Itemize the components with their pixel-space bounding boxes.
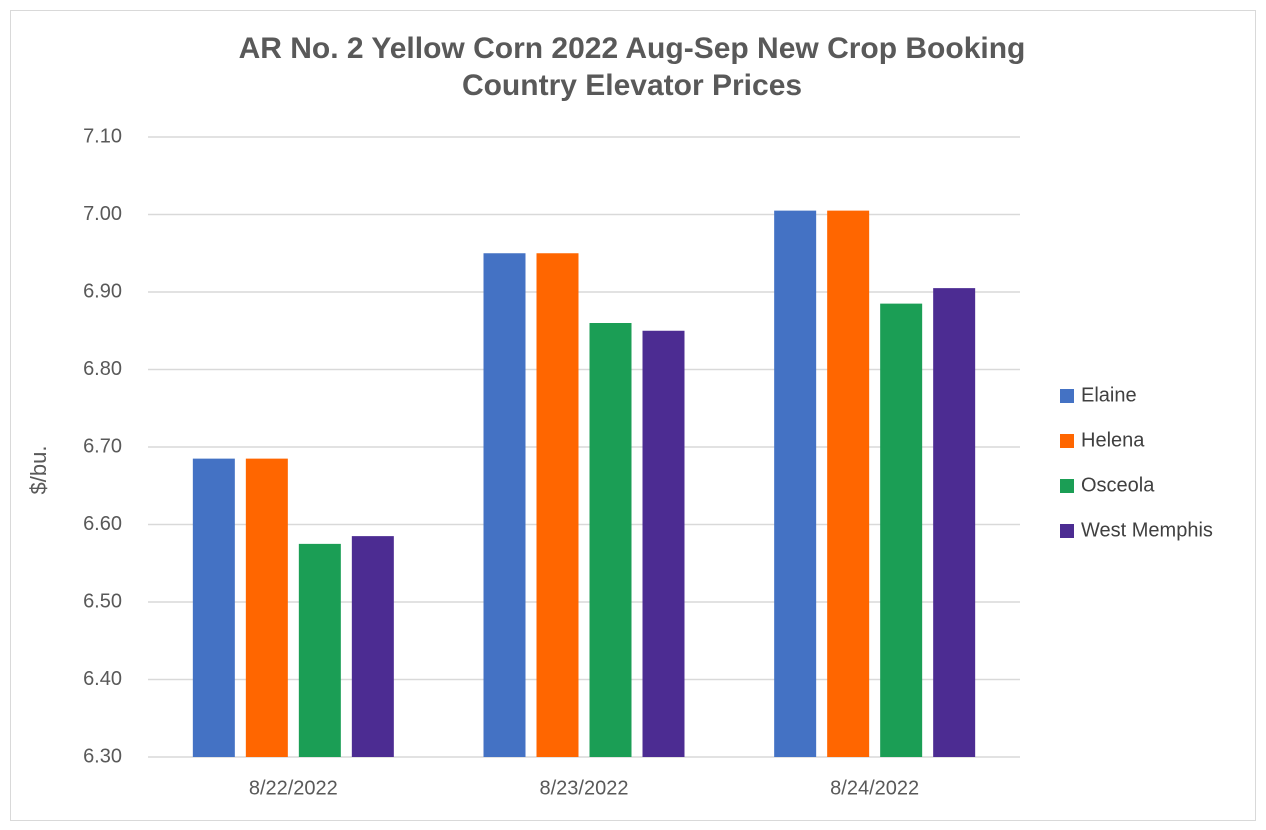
bar xyxy=(880,303,923,757)
legend-label: Helena xyxy=(1081,429,1145,451)
y-tick-label: 7.00 xyxy=(83,203,122,225)
bar xyxy=(483,253,526,757)
legend-label: Osceola xyxy=(1081,474,1155,496)
legend-swatch xyxy=(1060,389,1074,403)
x-tick-label: 8/23/2022 xyxy=(540,777,629,799)
y-tick-label: 6.30 xyxy=(83,745,122,767)
legend-label: West Memphis xyxy=(1081,519,1213,541)
bar xyxy=(351,536,394,757)
y-tick-label: 6.40 xyxy=(83,668,122,690)
x-tick-label: 8/22/2022 xyxy=(249,777,338,799)
y-tick-label: 7.10 xyxy=(83,125,122,147)
y-axis-label: $/bu. xyxy=(26,446,51,495)
legend-swatch xyxy=(1060,524,1074,538)
chart-title: Country Elevator Prices xyxy=(462,69,802,102)
bar xyxy=(933,288,976,757)
bar xyxy=(642,330,685,757)
y-tick-label: 6.70 xyxy=(83,435,122,457)
bar xyxy=(827,210,870,757)
chart-title: AR No. 2 Yellow Corn 2022 Aug-Sep New Cr… xyxy=(239,32,1026,65)
bar xyxy=(192,458,235,757)
bar xyxy=(774,210,817,757)
bar xyxy=(536,253,579,757)
legend-swatch xyxy=(1060,479,1074,493)
bar xyxy=(589,323,632,757)
y-tick-label: 6.80 xyxy=(83,358,122,380)
legend-swatch xyxy=(1060,434,1074,448)
legend-label: Elaine xyxy=(1081,384,1137,406)
bar xyxy=(245,458,288,757)
y-tick-label: 6.90 xyxy=(83,280,122,302)
bar xyxy=(298,543,341,757)
x-tick-label: 8/24/2022 xyxy=(830,777,919,799)
y-tick-label: 6.60 xyxy=(83,513,122,535)
y-tick-label: 6.50 xyxy=(83,590,122,612)
